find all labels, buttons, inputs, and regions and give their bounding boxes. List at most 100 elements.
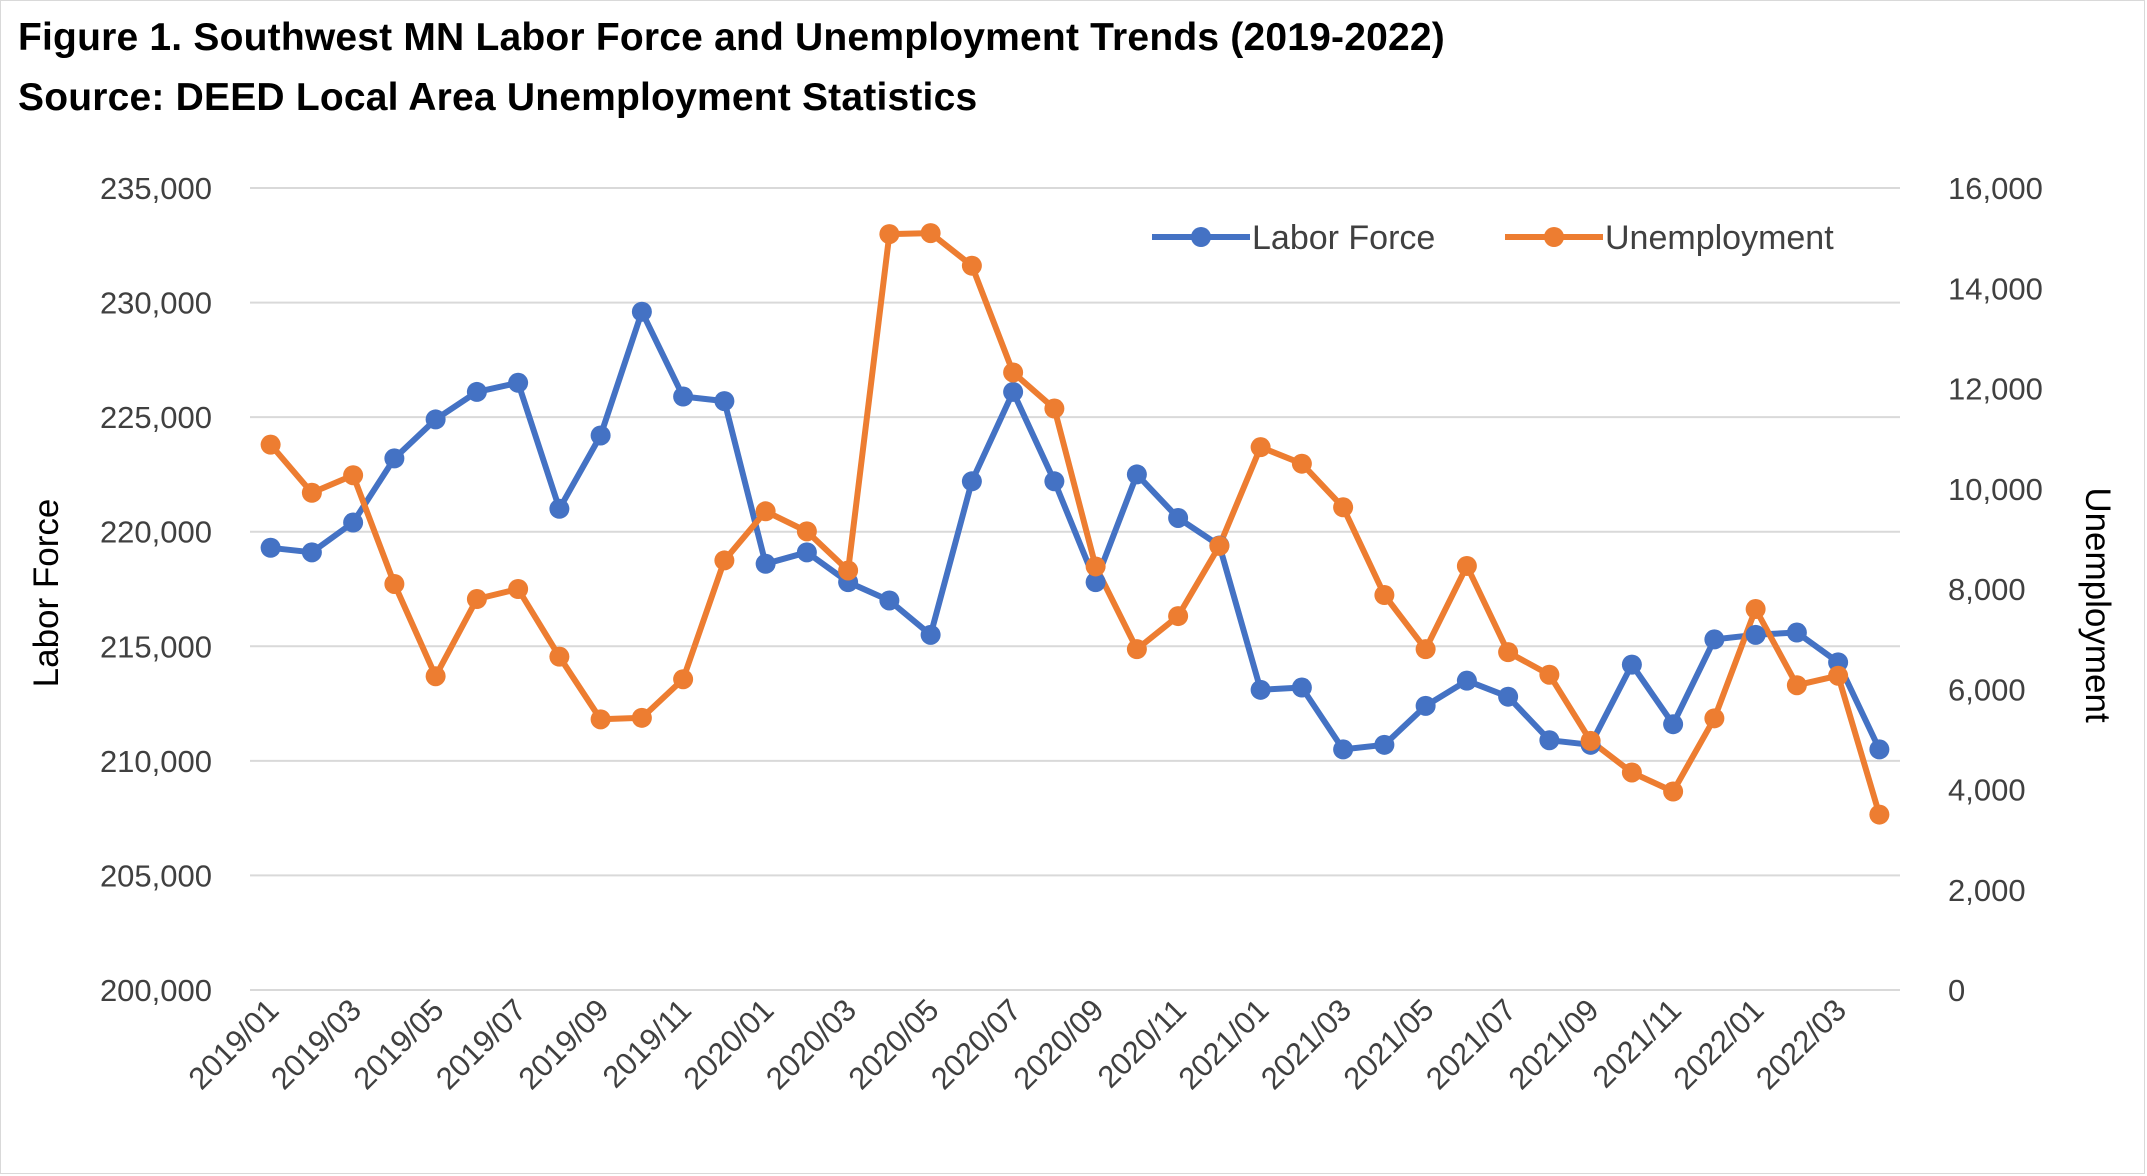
unemployment-point: [1580, 730, 1601, 751]
labor-force-point: [260, 537, 281, 558]
labor-force-point: [301, 542, 322, 563]
unemployment-point: [384, 573, 405, 594]
legend-labor-force-marker: [1191, 227, 1211, 247]
labor-force-point: [1003, 381, 1024, 402]
unemployment-point: [1828, 665, 1849, 686]
unemployment-point: [1704, 708, 1725, 729]
x-tick-label: 2021/01: [1172, 992, 1276, 1096]
labor-force-point: [1663, 714, 1684, 735]
labor-force-point: [466, 381, 487, 402]
x-tick-label: 2019/09: [512, 992, 616, 1096]
labor-force-point: [549, 498, 570, 519]
labor-force-point: [1044, 471, 1065, 492]
right-tick-label: 2,000: [1948, 873, 2026, 908]
labor-force-point: [920, 624, 941, 645]
unemployment-point: [1085, 556, 1106, 577]
x-tick-label: 2020/11: [1091, 992, 1193, 1094]
left-tick-label: 230,000: [100, 286, 212, 321]
unemployment-point: [1250, 437, 1271, 458]
unemployment-point: [1044, 398, 1065, 419]
x-tick-label: 2020/05: [842, 992, 946, 1096]
unemployment-point: [1374, 585, 1395, 606]
unemployment-point: [590, 709, 611, 730]
x-axis-ticks: 2019/012019/032019/052019/072019/092019/…: [182, 992, 1853, 1096]
x-tick-label: 2022/01: [1667, 992, 1771, 1096]
labor-force-point: [755, 553, 776, 574]
series-lines: [267, 230, 1883, 818]
unemployment-point: [1003, 362, 1024, 383]
unemployment-point: [301, 482, 322, 503]
x-tick-label: 2020/09: [1007, 992, 1111, 1096]
left-tick-label: 220,000: [100, 515, 212, 550]
left-tick-label: 205,000: [100, 858, 212, 893]
right-tick-label: 12,000: [1948, 372, 2043, 407]
labor-force-point: [1168, 507, 1189, 528]
labor-force-point: [673, 386, 694, 407]
labor-force-point: [796, 542, 817, 563]
left-tick-label: 235,000: [100, 171, 212, 206]
right-tick-label: 0: [1948, 973, 1965, 1008]
x-tick-label: 2020/07: [924, 992, 1028, 1096]
left-tick-label: 210,000: [100, 744, 212, 779]
labor-force-point: [631, 301, 652, 322]
legend: Labor Force Unemployment: [1152, 219, 1834, 257]
unemployment-point: [508, 579, 529, 599]
unemployment-point: [1498, 642, 1519, 663]
x-tick-label: 2021/05: [1337, 992, 1441, 1096]
left-tick-label: 215,000: [100, 629, 212, 664]
right-tick-label: 14,000: [1948, 271, 2043, 306]
unemployment-point: [796, 521, 817, 542]
unemployment-point: [838, 560, 859, 581]
labor-force-point: [1085, 572, 1106, 593]
labor-force-point: [1126, 464, 1147, 485]
x-tick-label: 2019/07: [429, 992, 533, 1096]
labor-force-point: [1621, 654, 1642, 675]
left-axis-ticks: 200,000 205,000 210,000 215,000 220,000 225,0…: [100, 171, 212, 1008]
unemployment-point: [673, 669, 694, 690]
unemployment-point: [1126, 639, 1147, 660]
right-tick-label: 10,000: [1948, 472, 2043, 507]
unemployment-point: [1621, 762, 1642, 783]
unemployment-point: [1663, 781, 1684, 802]
labor-force-point: [1333, 739, 1354, 760]
unemployment-point: [1456, 555, 1477, 576]
labor-force-point: [384, 448, 405, 469]
unemployment-point: [755, 501, 776, 522]
labor-force-point: [1704, 629, 1725, 650]
labor-force-point: [1291, 677, 1312, 698]
unemployment-point: [1869, 804, 1890, 825]
x-tick-label: 2021/07: [1419, 992, 1523, 1096]
legend-unemployment-marker: [1544, 227, 1564, 247]
x-tick-label: 2020/03: [759, 992, 863, 1096]
x-tick-label: 2022/03: [1749, 992, 1853, 1096]
unemployment-point: [1415, 639, 1436, 660]
unemployment-point: [343, 465, 364, 486]
right-axis-title: Unemployment: [2078, 487, 2117, 723]
labor-force-point: [425, 409, 446, 430]
unemployment-point: [260, 434, 281, 455]
left-tick-label: 225,000: [100, 400, 212, 435]
unemployment-point: [879, 224, 900, 245]
x-tick-label: 2020/01: [677, 992, 781, 1096]
left-tick-label: 200,000: [100, 973, 212, 1008]
x-tick-label: 2021/09: [1502, 992, 1606, 1096]
labor-force-point: [508, 372, 529, 393]
unemployment-point: [1786, 675, 1807, 696]
labor-force-point: [714, 391, 735, 412]
x-tick-label: 2019/03: [264, 992, 368, 1096]
x-tick-label: 2019/11: [596, 992, 698, 1094]
labor-force-line: [267, 308, 1883, 753]
right-axis-ticks: 0 2,000 4,000 6,000 8,000 10,000 12,000 14,000 1…: [1948, 171, 2043, 1008]
unemployment-point: [1291, 453, 1312, 474]
labor-force-point: [343, 512, 364, 533]
labor-force-point: [879, 590, 900, 611]
labor-force-point: [1498, 686, 1519, 707]
legend-unemployment-label: Unemployment: [1605, 219, 1834, 257]
labor-force-point: [1374, 734, 1395, 755]
legend-labor-force-label: Labor Force: [1252, 219, 1435, 257]
unemployment-point: [1168, 606, 1189, 627]
chart-subtitle: Source: DEED Local Area Unemployment Sta…: [18, 76, 978, 119]
labor-force-point: [590, 425, 611, 446]
right-tick-label: 6,000: [1948, 672, 2026, 707]
